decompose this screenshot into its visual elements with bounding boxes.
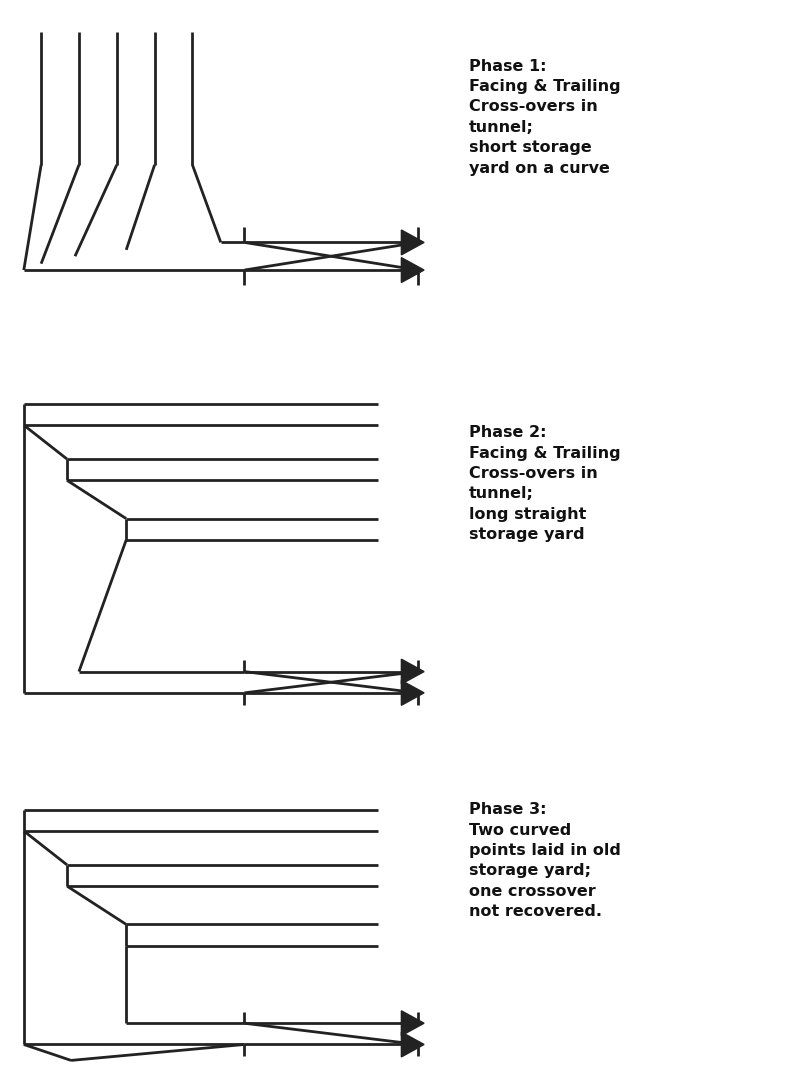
Text: Phase 2:
Facing & Trailing
Cross-overs in
tunnel;
long straight
storage yard: Phase 2: Facing & Trailing Cross-overs i… <box>468 425 620 542</box>
Polygon shape <box>401 258 423 283</box>
Text: Phase 3:
Two curved
points laid in old
storage yard;
one crossover
not recovered: Phase 3: Two curved points laid in old s… <box>468 802 620 919</box>
Polygon shape <box>401 681 423 706</box>
Polygon shape <box>401 1032 423 1057</box>
Polygon shape <box>401 659 423 684</box>
Text: Phase 1:
Facing & Trailing
Cross-overs in
tunnel;
short storage
yard on a curve: Phase 1: Facing & Trailing Cross-overs i… <box>468 59 620 176</box>
Polygon shape <box>401 230 423 255</box>
Polygon shape <box>401 1010 423 1035</box>
